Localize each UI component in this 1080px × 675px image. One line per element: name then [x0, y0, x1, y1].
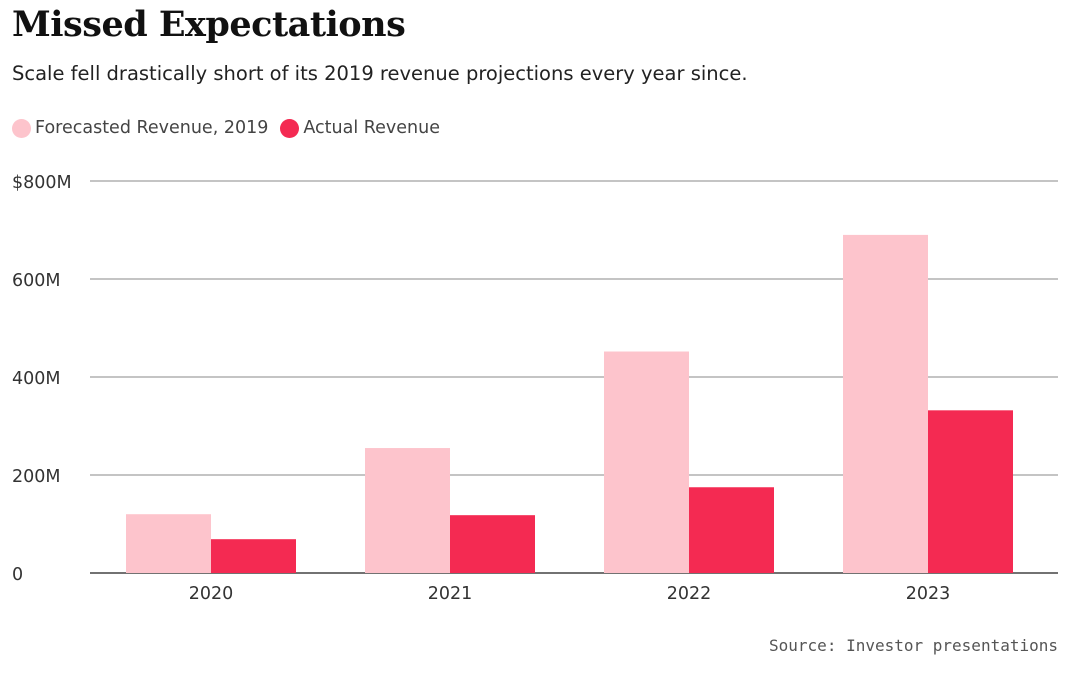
legend-item-forecast: Forecasted Revenue, 2019 — [12, 118, 268, 138]
bar-forecast-2021 — [365, 448, 450, 573]
chart-subtitle: Scale fell drastically short of its 2019… — [12, 62, 748, 85]
x-tick-label: 2020 — [189, 584, 234, 604]
source-note: Source: Investor presentations — [769, 636, 1058, 655]
legend-item-actual: Actual Revenue — [280, 118, 440, 138]
y-tick-label: $800M — [12, 173, 72, 193]
y-tick-label: 200M — [12, 467, 61, 487]
legend-swatch-actual — [280, 118, 300, 138]
bar-forecast-2023 — [843, 234, 928, 573]
legend-label-actual: Actual Revenue — [303, 118, 440, 138]
bar-actual-2020 — [211, 539, 296, 573]
x-tick-label: 2023 — [906, 584, 951, 604]
legend: Forecasted Revenue, 2019 Actual Revenue — [12, 118, 452, 138]
legend-swatch-forecast — [12, 118, 31, 138]
bar-actual-2023 — [928, 410, 1013, 573]
bar-forecast-2020 — [126, 514, 211, 573]
x-tick-label: 2021 — [428, 584, 473, 604]
bar-actual-2022 — [689, 487, 774, 573]
legend-label-forecast: Forecasted Revenue, 2019 — [35, 118, 269, 138]
x-tick-label: 2022 — [667, 584, 712, 604]
chart-title: Missed Expectations — [12, 4, 406, 45]
y-tick-label: 400M — [12, 369, 61, 389]
y-tick-label: 0 — [12, 565, 23, 585]
y-tick-label: 600M — [12, 271, 61, 291]
bar-actual-2021 — [450, 515, 535, 573]
bar-forecast-2022 — [604, 351, 689, 573]
